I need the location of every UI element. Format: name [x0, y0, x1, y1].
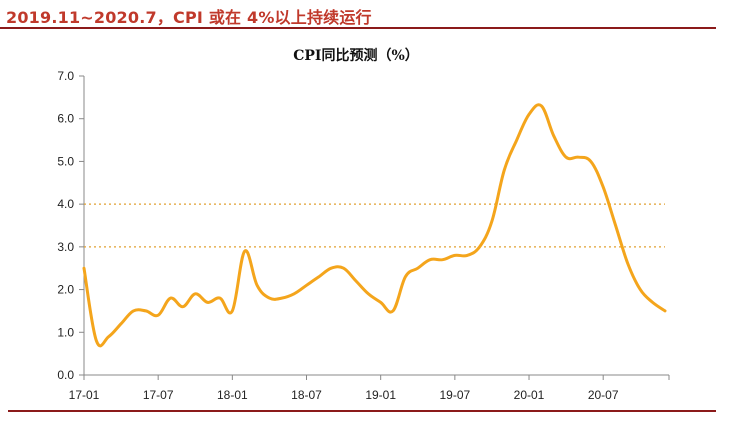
plot-area [82, 103, 667, 348]
footer-divider [8, 410, 716, 412]
y-tick-label: 6.0 [57, 112, 74, 126]
y-tick-label: 5.0 [57, 154, 74, 168]
reference-lines [84, 203, 665, 248]
x-tick-label: 20-07 [588, 388, 619, 402]
x-tick-label: 18-07 [291, 388, 322, 402]
chart-axes: 0.0 1.0 2.0 3.0 4.0 5.0 6.0 7.0 17-01 17-07 18-01 1… [57, 69, 670, 402]
x-tick-label: 19-01 [365, 388, 396, 402]
header-divider [0, 27, 716, 29]
x-tick-label: 17-07 [143, 388, 174, 402]
chart-title: CPI同比预测（%） [293, 47, 419, 64]
y-tick-label: 7.0 [57, 69, 74, 83]
x-tick-label: 19-07 [439, 388, 470, 402]
cpi-series-line [82, 103, 667, 348]
y-tick-label: 2.0 [57, 283, 74, 297]
y-tick-label: 0.0 [57, 368, 74, 382]
y-tick-label: 3.0 [57, 240, 74, 254]
x-tick-label: 20-01 [514, 388, 545, 402]
x-tick-label: 17-01 [69, 388, 100, 402]
y-tick-label: 4.0 [57, 197, 74, 211]
page-title: 2019.11~2020.7，CPI 或在 4%以上持续运行 [6, 8, 372, 27]
x-tick-label: 18-01 [217, 388, 248, 402]
y-tick-label: 1.0 [57, 325, 74, 339]
